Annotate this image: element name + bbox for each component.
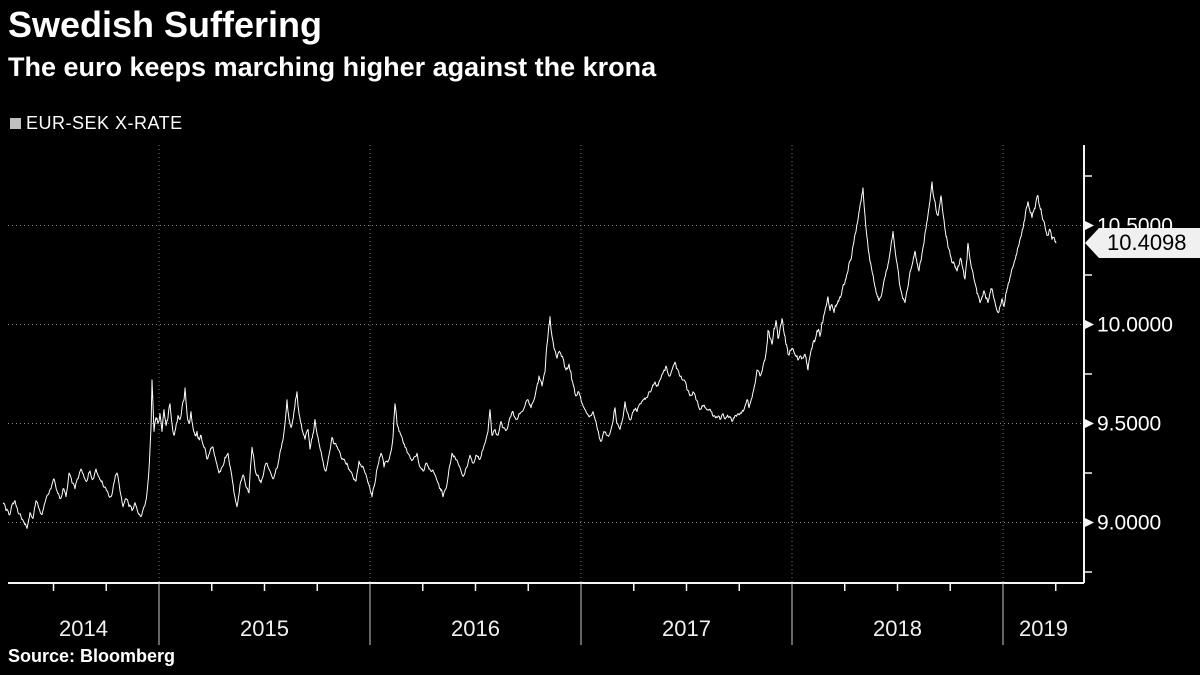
chart-title: Swedish Suffering <box>8 4 323 45</box>
y-major-tick-arrow <box>1084 517 1094 528</box>
last-price-flag: 10.4098 <box>1085 228 1200 258</box>
y-major-tick-arrow <box>1084 220 1094 231</box>
y-tick-label: 10.0000 <box>1097 314 1173 337</box>
legend: EUR-SEK X-RATE <box>10 113 183 134</box>
y-major-tick-arrow <box>1084 319 1094 330</box>
x-year-label: 2019 <box>1019 616 1068 641</box>
price-line <box>2 181 1057 529</box>
x-year-label: 2015 <box>240 616 289 641</box>
y-major-tick-arrow <box>1084 418 1094 429</box>
last-price-value: 10.4098 <box>1107 230 1187 255</box>
x-year-label: 2016 <box>451 616 500 641</box>
x-year-label: 2017 <box>662 616 711 641</box>
chart-subtitle: The euro keeps marching higher against t… <box>8 52 657 82</box>
y-tick-label: 9.5000 <box>1097 413 1161 436</box>
x-year-label: 2018 <box>873 616 922 641</box>
legend-label: EUR-SEK X-RATE <box>26 113 183 133</box>
source-credit: Source: Bloomberg <box>8 646 176 666</box>
x-year-label: 2014 <box>59 616 108 641</box>
y-tick-label: 9.0000 <box>1097 512 1161 535</box>
legend-swatch-icon <box>10 118 21 129</box>
